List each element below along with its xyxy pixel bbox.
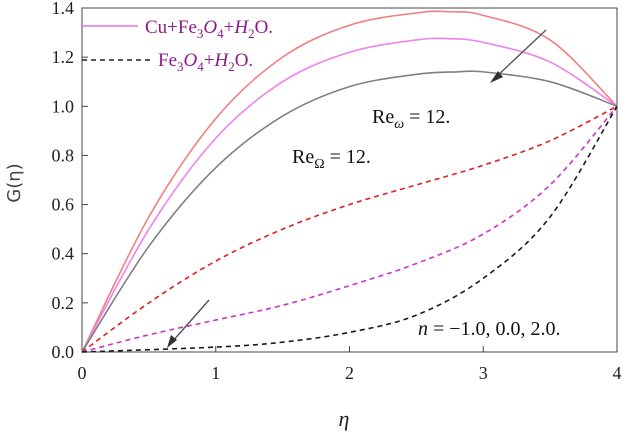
y-tick-label: 1.2 bbox=[52, 47, 75, 67]
legend-label-cu: Cu+Fe3O4+H2O. bbox=[145, 17, 273, 41]
legend-label-fe: Fe3O4+H2O. bbox=[158, 50, 253, 74]
series-line-3 bbox=[81, 70, 618, 353]
x-tick-label: 3 bbox=[479, 363, 488, 383]
x-tick-label: 2 bbox=[345, 363, 354, 383]
y-tick-label: 0.4 bbox=[52, 244, 75, 264]
legend: Cu+Fe3O4+H2O. Fe3O4+H2O. bbox=[82, 17, 273, 74]
y-tick-label: 1.4 bbox=[52, 0, 75, 18]
y-tick-label: 0.6 bbox=[52, 195, 75, 215]
y-tick-label: 0.0 bbox=[52, 342, 75, 362]
annotations: Reω = 12. ReΩ = 12. n = −1.0, 0.0, 2.0. bbox=[167, 29, 561, 348]
y-tick-label: 1.0 bbox=[52, 96, 75, 116]
x-axis-label: η bbox=[339, 406, 350, 431]
series-line-1 bbox=[81, 10, 618, 353]
series-line-5 bbox=[81, 105, 618, 353]
series-line-4 bbox=[81, 105, 618, 353]
x-tick-label: 1 bbox=[211, 363, 220, 383]
x-tick-label: 4 bbox=[613, 363, 622, 383]
series-line-2 bbox=[81, 37, 618, 353]
annotation-re-Omega: ReΩ = 12. bbox=[292, 146, 371, 172]
y-axis-label: G(η) bbox=[4, 163, 25, 202]
y-tick-label: 0.8 bbox=[52, 145, 75, 165]
annotation-n-values: n = −1.0, 0.0, 2.0. bbox=[418, 318, 561, 340]
x-tick-label: 0 bbox=[78, 363, 87, 383]
y-tick-label: 0.2 bbox=[52, 293, 75, 313]
annotation-re-omega: Reω = 12. bbox=[372, 106, 450, 132]
arrow-bottom bbox=[167, 299, 210, 348]
series-line-6 bbox=[81, 105, 618, 353]
ticks: 0 1 2 3 4 0.0 0.2 0.4 0.6 0.8 1.0 1.2 1.4 bbox=[52, 0, 622, 383]
series-group bbox=[81, 10, 618, 353]
arrow-top bbox=[490, 29, 547, 83]
